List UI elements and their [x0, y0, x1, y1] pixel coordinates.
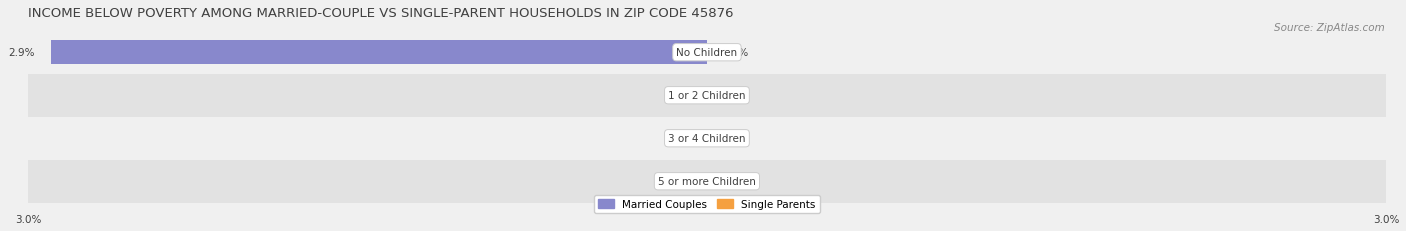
Text: 5 or more Children: 5 or more Children — [658, 176, 756, 186]
Text: 0.0%: 0.0% — [723, 48, 749, 58]
Legend: Married Couples, Single Parents: Married Couples, Single Parents — [593, 195, 820, 213]
Bar — [28, 74, 1386, 117]
Text: 0.0%: 0.0% — [723, 91, 749, 101]
Text: INCOME BELOW POVERTY AMONG MARRIED-COUPLE VS SINGLE-PARENT HOUSEHOLDS IN ZIP COD: INCOME BELOW POVERTY AMONG MARRIED-COUPL… — [28, 7, 734, 20]
Bar — [28, 32, 1386, 74]
Text: No Children: No Children — [676, 48, 738, 58]
Bar — [28, 117, 1386, 160]
Text: 0.0%: 0.0% — [665, 176, 692, 186]
Text: 0.0%: 0.0% — [665, 134, 692, 144]
Bar — [28, 160, 1386, 203]
Bar — [51, 41, 707, 65]
Text: 0.0%: 0.0% — [723, 134, 749, 144]
Text: Source: ZipAtlas.com: Source: ZipAtlas.com — [1274, 23, 1385, 33]
Text: 3 or 4 Children: 3 or 4 Children — [668, 134, 745, 144]
Text: 1 or 2 Children: 1 or 2 Children — [668, 91, 745, 101]
Text: 2.9%: 2.9% — [8, 48, 35, 58]
Text: 0.0%: 0.0% — [723, 176, 749, 186]
Text: 0.0%: 0.0% — [665, 91, 692, 101]
